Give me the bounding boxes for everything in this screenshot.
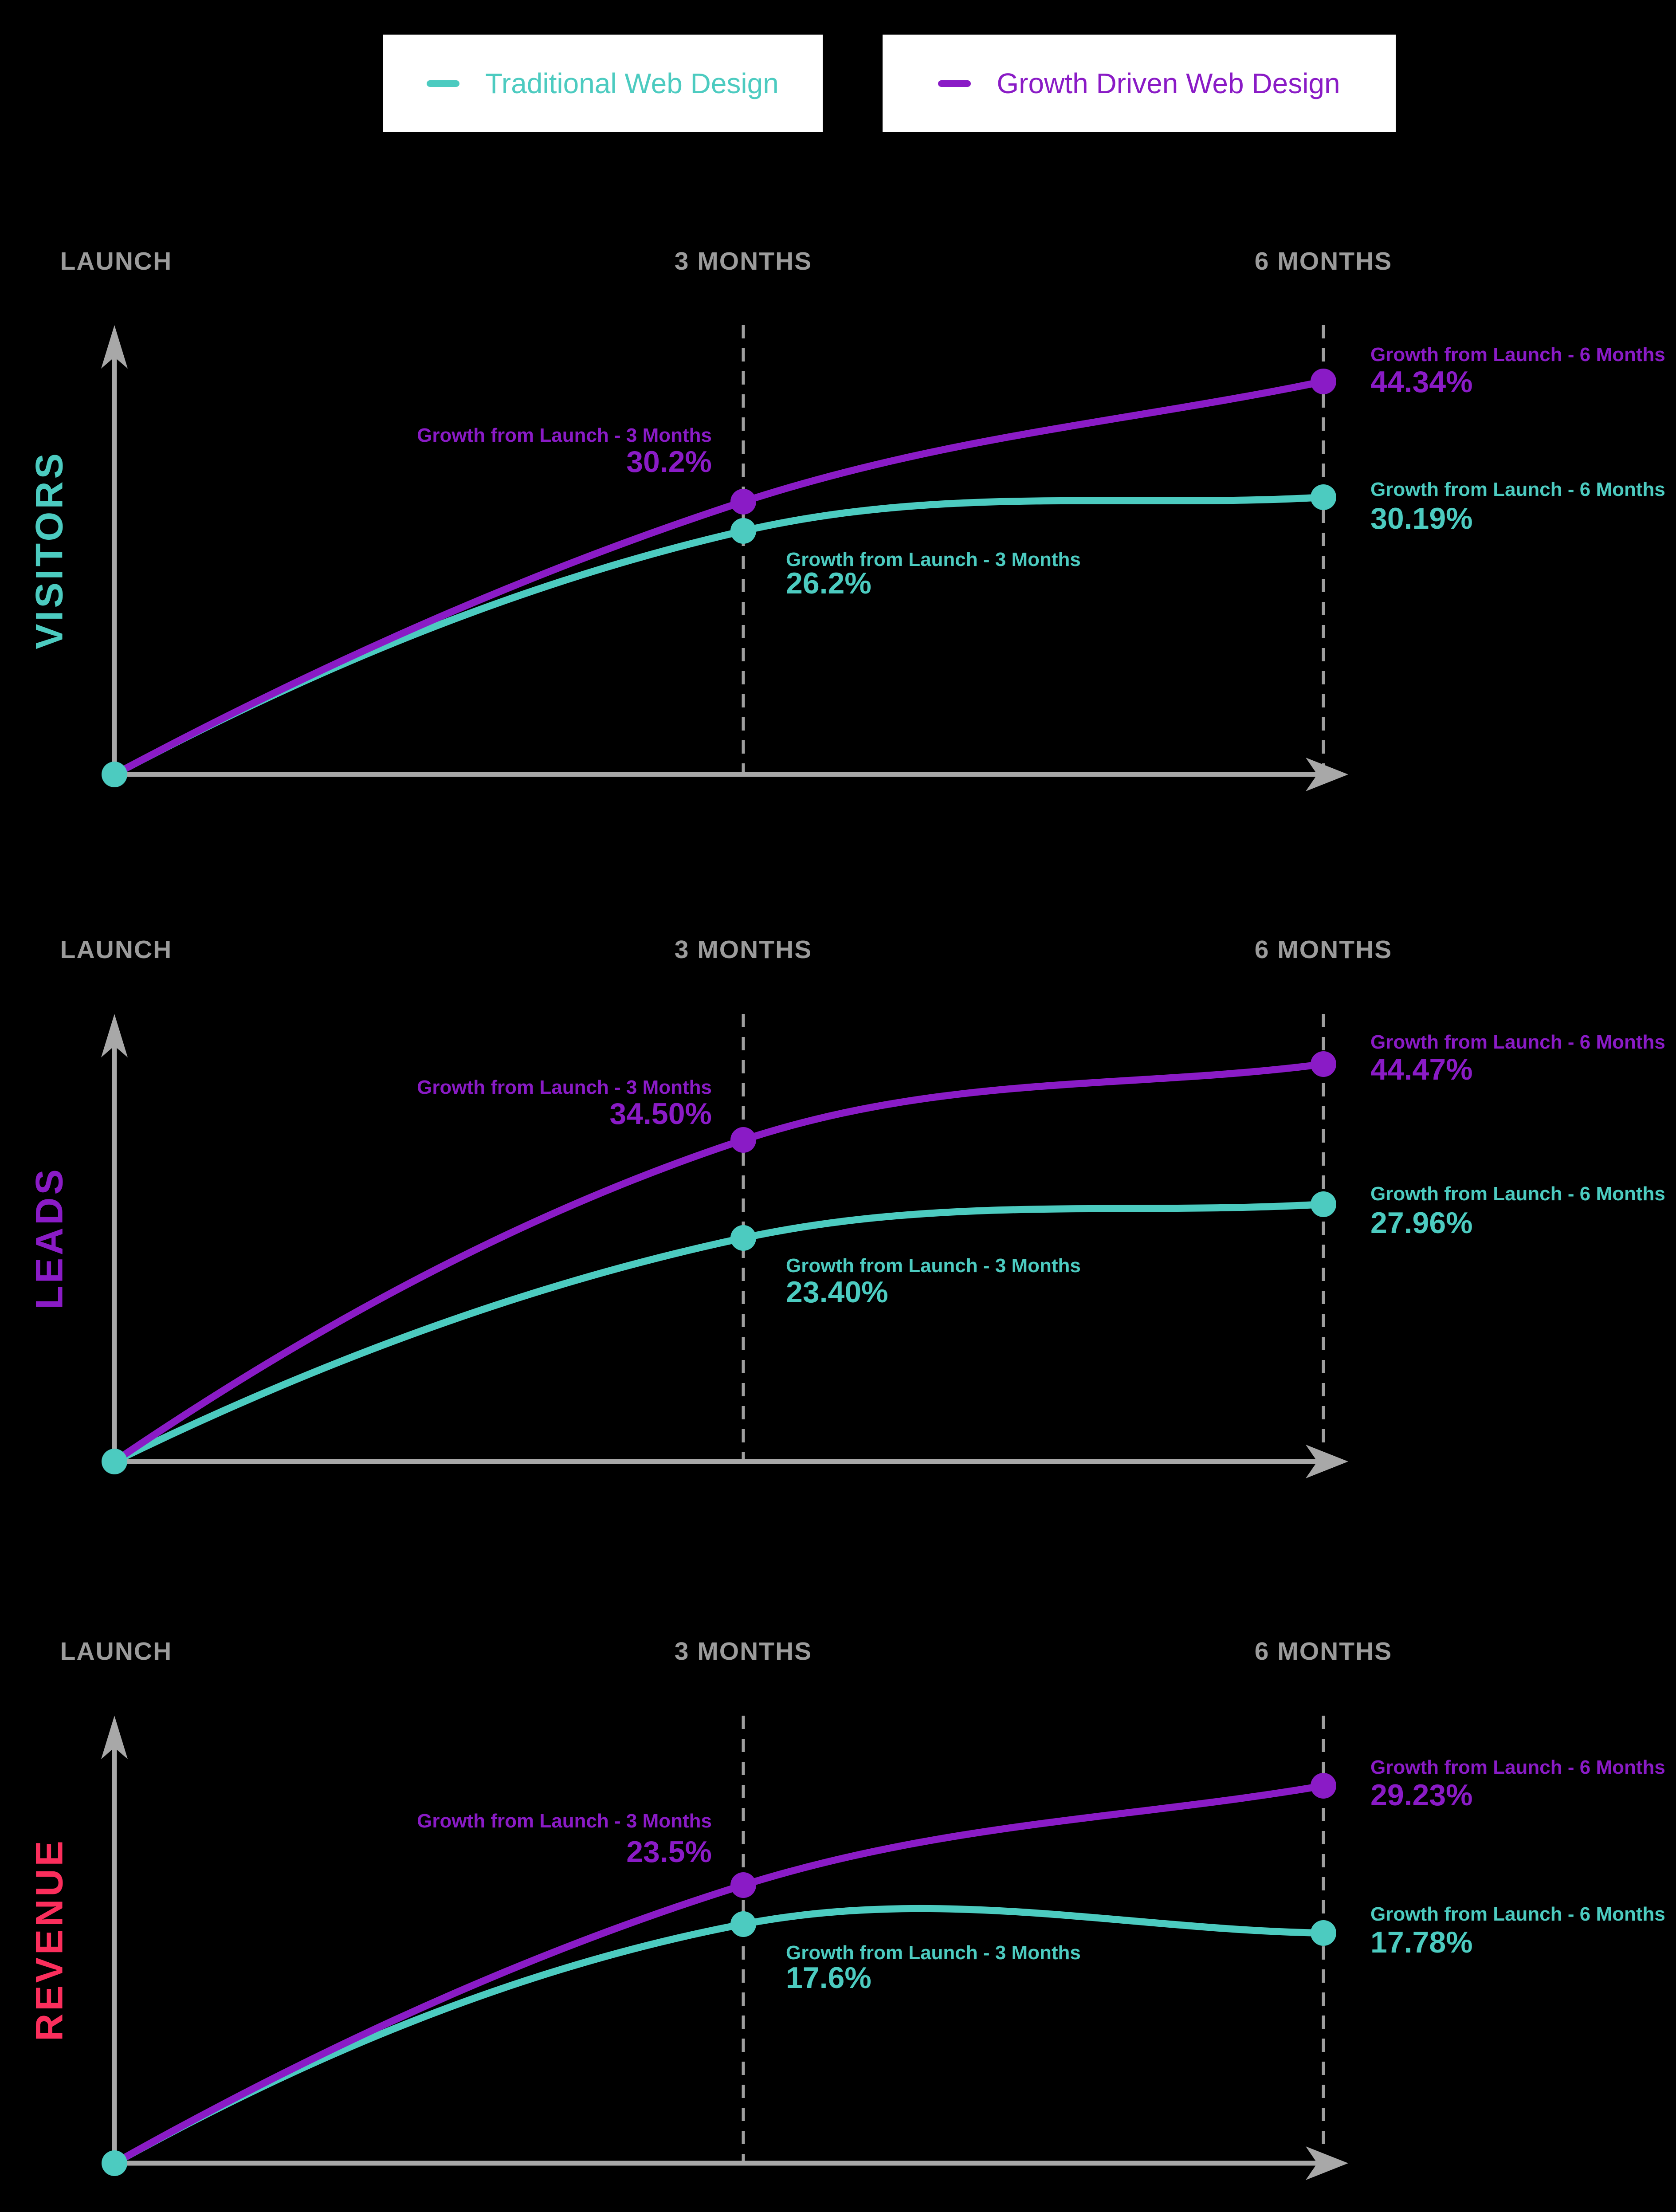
x-tick-3-months: 3 MONTHS <box>674 247 812 275</box>
x-tick-3-months: 3 MONTHS <box>674 935 812 964</box>
x-tick-launch: LAUNCH <box>60 935 173 964</box>
annotation-title: Growth from Launch - 6 Months <box>1370 344 1665 365</box>
annotation-title: Growth from Launch - 6 Months <box>1370 1031 1665 1053</box>
x-tick-6-months: 6 MONTHS <box>1254 1637 1393 1666</box>
annotation-value: 23.5% <box>626 1835 712 1869</box>
annotation-value: 44.47% <box>1370 1053 1473 1086</box>
annotation-title: Growth from Launch - 6 Months <box>1370 1903 1665 1925</box>
annotation-title: Growth from Launch - 3 Months <box>417 1810 712 1832</box>
x-tick-launch: LAUNCH <box>60 1637 173 1666</box>
annotation-value: 29.23% <box>1370 1778 1473 1812</box>
annotation-title: Growth from Launch - 6 Months <box>1370 1756 1665 1778</box>
annotation-value: 30.2% <box>626 445 712 479</box>
annotation-value: 44.34% <box>1370 365 1473 399</box>
annotation-title: Growth from Launch - 3 Months <box>417 1077 712 1098</box>
annotation-title: Growth from Launch - 3 Months <box>417 424 712 446</box>
legend-item-growth-driven: Growth Driven Web Design <box>883 35 1396 132</box>
annotation-title: Growth from Launch - 3 Months <box>786 549 1081 570</box>
x-tick-3-months: 3 MONTHS <box>674 1637 812 1666</box>
annotation-value: 26.2% <box>786 566 871 600</box>
annotation-value: 17.78% <box>1370 1925 1473 1959</box>
y-axis-title-visitors: VISITORS <box>28 450 71 649</box>
annotation-value: 23.40% <box>786 1275 888 1309</box>
annotation-value: 17.6% <box>786 1961 871 1995</box>
annotation-title: Growth from Launch - 6 Months <box>1370 1183 1665 1205</box>
annotation-title: Growth from Launch - 3 Months <box>786 1942 1081 1964</box>
legend-label-traditional: Traditional Web Design <box>485 67 779 99</box>
traditional-line-swatch-icon <box>427 80 460 87</box>
annotation-value: 34.50% <box>609 1097 712 1131</box>
annotation-value: 27.96% <box>1370 1206 1473 1240</box>
x-tick-launch: LAUNCH <box>60 247 173 275</box>
annotation-title: Growth from Launch - 3 Months <box>786 1255 1081 1277</box>
y-axis-title-leads: LEADS <box>28 1166 71 1309</box>
growth-driven-line-swatch-icon <box>938 80 971 87</box>
annotation-value: 30.19% <box>1370 502 1473 535</box>
annotation-title: Growth from Launch - 6 Months <box>1370 479 1665 500</box>
legend-item-traditional: Traditional Web Design <box>383 35 823 132</box>
y-axis-title-revenue: REVENUE <box>28 1838 71 2041</box>
legend-label-growth-driven: Growth Driven Web Design <box>997 67 1340 99</box>
x-tick-6-months: 6 MONTHS <box>1254 935 1393 964</box>
x-tick-6-months: 6 MONTHS <box>1254 247 1393 275</box>
